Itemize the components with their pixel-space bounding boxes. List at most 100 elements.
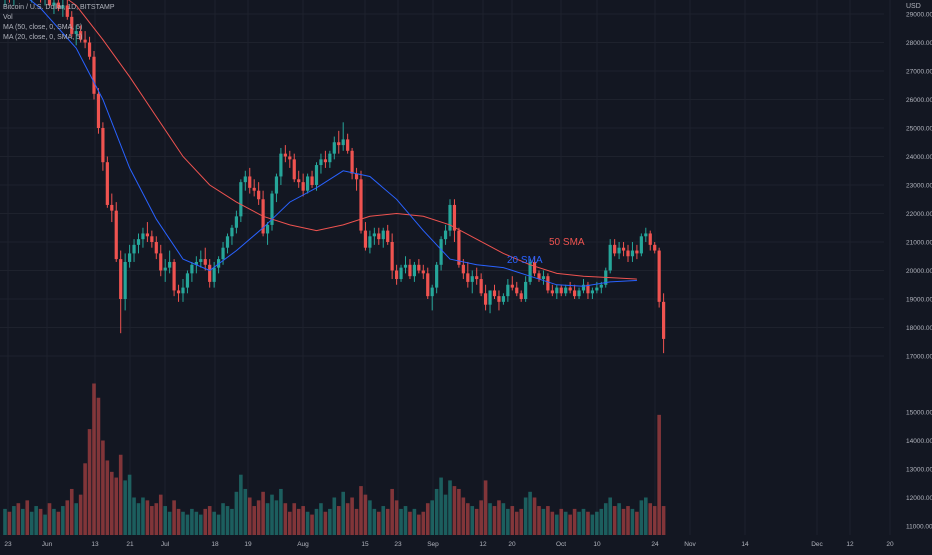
volume-bar xyxy=(368,500,372,535)
time-tick-label: 20 xyxy=(508,541,516,548)
candle-body xyxy=(430,287,434,297)
volume-bar xyxy=(279,488,283,535)
candle-body xyxy=(484,293,488,305)
time-tick-label: 12 xyxy=(479,541,487,548)
volume-tick-label: 14000.00 xyxy=(906,438,932,445)
candle-body xyxy=(435,264,439,288)
volume-bar xyxy=(474,508,479,535)
price-tick-label: 29000.00 xyxy=(906,12,932,19)
candle-body xyxy=(568,287,572,291)
volume-bar xyxy=(550,511,555,535)
candle-body xyxy=(577,290,581,297)
candle-body xyxy=(61,5,65,9)
candle-body xyxy=(639,236,643,254)
candle-body xyxy=(524,281,528,299)
candle-body xyxy=(79,31,83,40)
candle-body xyxy=(403,264,408,268)
volume-bar xyxy=(457,488,461,535)
volume-bar xyxy=(141,497,145,535)
candle-body xyxy=(212,267,216,282)
volume-bar xyxy=(212,511,216,535)
candle-body xyxy=(350,150,354,174)
candle-body xyxy=(172,261,176,291)
candle-body xyxy=(52,2,56,6)
candle-body xyxy=(573,290,577,297)
candle-body xyxy=(47,0,52,6)
candle-body xyxy=(363,230,368,248)
volume-bar xyxy=(25,500,30,535)
volume-bar xyxy=(497,500,501,535)
volume-bar xyxy=(390,488,394,535)
volume-bar xyxy=(163,506,167,535)
candle-body xyxy=(555,287,559,294)
price-tick-label: 17000.00 xyxy=(906,354,932,361)
volume-bar xyxy=(466,503,470,535)
volume-bar xyxy=(181,511,185,535)
candle-body xyxy=(279,153,283,177)
volume-bar xyxy=(283,503,288,535)
volume-bar xyxy=(336,506,341,535)
volume-bar xyxy=(52,508,56,535)
volume-bar xyxy=(341,491,345,535)
volume-bar xyxy=(310,514,314,535)
volume-bar xyxy=(652,506,657,535)
candle-body xyxy=(372,233,376,237)
volume-bar xyxy=(572,508,577,535)
candle-body xyxy=(328,153,332,163)
volume-bar xyxy=(216,514,221,535)
legend-ma50: MA (50, close, 0, SMA, 5) xyxy=(3,24,83,31)
volume-bar xyxy=(488,503,492,535)
volume-bar xyxy=(207,506,212,535)
volume-bar xyxy=(123,480,127,535)
volume-bar xyxy=(470,506,475,535)
volume-bar xyxy=(127,474,132,535)
candle-body xyxy=(314,165,319,185)
volume-bar xyxy=(577,511,581,535)
volume-bar xyxy=(292,503,297,535)
volume-bar xyxy=(546,506,550,535)
volume-bar xyxy=(92,383,96,535)
candle-body xyxy=(176,290,181,294)
candle-body xyxy=(564,287,568,294)
time-tick-label: 13 xyxy=(91,541,99,548)
candle-body xyxy=(515,287,519,294)
volume-bar xyxy=(635,511,639,535)
volume-bar xyxy=(96,397,101,535)
volume-bar xyxy=(626,506,630,535)
volume-bar xyxy=(132,497,136,535)
volume-bar xyxy=(167,511,172,535)
candle-body xyxy=(190,264,194,274)
candle-body xyxy=(417,264,421,271)
volume-bar xyxy=(559,508,564,535)
candle-body xyxy=(323,159,327,163)
candle-body xyxy=(208,264,212,282)
candle-body xyxy=(475,276,479,280)
volume-bar xyxy=(83,463,87,535)
price-tick-label: 23000.00 xyxy=(906,183,932,190)
volume-bar xyxy=(541,508,546,535)
volume-bar xyxy=(21,508,25,535)
volume-bar xyxy=(185,514,190,535)
candle-body xyxy=(283,153,287,157)
price-tick-label: 19000.00 xyxy=(906,297,932,304)
volume-bar xyxy=(479,500,483,535)
time-tick-label: Jul xyxy=(161,541,170,548)
volume-bar xyxy=(590,514,595,535)
volume-bar xyxy=(381,506,386,535)
volume-bar xyxy=(56,511,61,535)
time-tick-label: 23 xyxy=(394,541,402,548)
candle-body xyxy=(581,284,586,291)
candle-body xyxy=(635,250,639,254)
volume-bar xyxy=(305,511,310,535)
volume-bar xyxy=(7,511,12,535)
volume-bar xyxy=(537,506,541,535)
volume-bar xyxy=(190,508,194,535)
volume-bar xyxy=(439,477,443,535)
candle-body xyxy=(497,296,501,302)
volume-bar xyxy=(158,494,163,535)
volume-bar xyxy=(430,500,434,535)
volume-bar xyxy=(528,491,532,535)
candle-body xyxy=(381,230,385,240)
